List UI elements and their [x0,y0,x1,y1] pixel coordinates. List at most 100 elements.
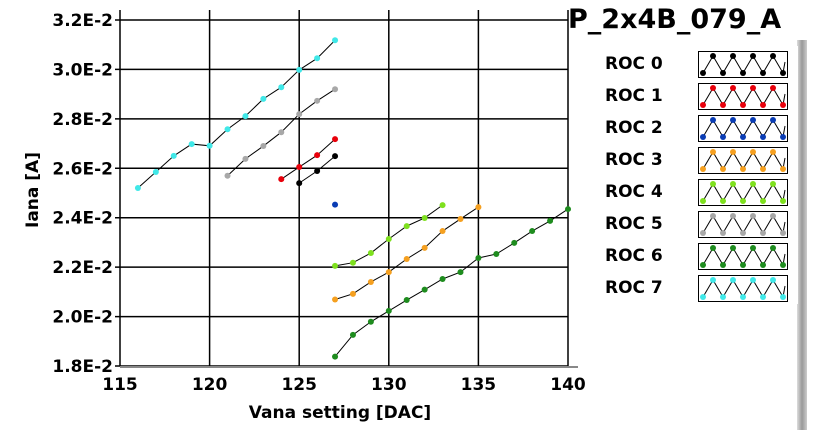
legend-label: ROC 6 [605,246,663,266]
legend-label: ROC 4 [605,182,663,202]
legend: ROC 0 ROC 1 ROC 2 ROC 3 ROC 4 ROC 5 ROC 6 ROC 7 [595,46,798,304]
x-tick-label: 135 [461,375,497,395]
series-roc-7 [134,37,339,192]
y-tick-label: 3.0E-2 [52,60,113,80]
y-tick-label: 3.2E-2 [52,11,113,31]
legend-swatch [698,179,788,206]
data-point [134,185,141,192]
data-point [493,251,500,258]
x-tick-label: 140 [550,375,586,395]
legend-item: ROC 4 [595,178,795,206]
series-roc-0 [296,153,339,187]
data-point [367,250,374,257]
x-tick-label: 130 [371,375,407,395]
data-point [403,255,410,262]
legend-swatch [698,51,788,78]
legend-swatch [698,83,788,110]
data-point [403,297,410,304]
data-point [314,168,321,175]
series-line [334,206,479,300]
data-point [296,111,303,118]
data-point [403,223,410,230]
legend-label: ROC 7 [605,278,663,298]
data-point [332,136,339,143]
data-point [206,142,213,149]
data-point [421,244,428,251]
legend-swatch [698,115,788,142]
data-point [421,286,428,293]
x-tick-label: 120 [192,375,228,395]
data-point [332,37,339,44]
data-point [367,278,374,285]
data-point [439,228,446,235]
data-point [314,152,321,159]
y-tick-label: 2.4E-2 [52,209,113,229]
legend-scrollbar [797,40,807,430]
data-point [349,259,356,266]
data-point [152,168,159,175]
data-point [547,217,554,224]
legend-item: ROC 7 [595,274,795,302]
data-point [278,176,285,183]
y-tick-label: 2.8E-2 [52,110,113,130]
series-line [281,138,336,180]
x-tick-label: 125 [281,375,317,395]
series-line [334,208,569,357]
data-point [224,126,231,133]
series-roc-4 [332,202,446,269]
y-tick-label: 2.2E-2 [52,258,113,278]
data-point [260,95,267,102]
data-point [296,164,303,171]
chart-title: P_2x4B_079_A [568,4,782,35]
data-point [349,290,356,297]
legend-swatch [698,147,788,174]
legend-label: ROC 2 [605,118,663,138]
data-point [242,155,249,162]
data-point [242,113,249,120]
legend-label: ROC 3 [605,150,663,170]
series-roc-1 [278,136,339,183]
x-axis-label: Vana setting [DAC] [249,403,431,423]
data-point [457,269,464,276]
data-point [260,143,267,150]
data-point [332,296,339,303]
data-point [439,202,446,209]
y-axis-label: Iana [A] [23,152,43,228]
data-point [421,214,428,221]
data-point [296,66,303,73]
y-tick-label: 2.0E-2 [52,308,113,328]
data-point [314,55,321,62]
data-point [170,152,177,159]
data-point [475,254,482,261]
series-line [137,39,336,189]
data-point [188,141,195,148]
legend-label: ROC 5 [605,214,663,234]
data-point [332,153,339,160]
legend-item: ROC 0 [595,50,795,78]
legend-item: ROC 1 [595,82,795,110]
data-point [565,206,571,213]
data-point [439,276,446,283]
series-roc-3 [332,204,482,303]
y-tick-label: 2.6E-2 [52,159,113,179]
legend-item: ROC 2 [595,114,795,142]
data-point [314,97,321,104]
legend-item: ROC 5 [595,210,795,238]
legend-item: ROC 3 [595,146,795,174]
legend-swatch [698,275,788,302]
data-point [385,307,392,314]
data-point [457,215,464,222]
series-roc-2 [332,201,339,208]
data-point [296,180,303,187]
data-point [278,84,285,91]
data-point [332,201,339,208]
y-tick-label: 1.8E-2 [52,357,113,377]
x-tick-label: 115 [102,375,138,395]
data-point [224,172,231,179]
data-point [385,269,392,276]
legend-item: ROC 6 [595,242,795,270]
data-point [332,353,339,360]
data-point [475,204,482,211]
legend-swatch [698,211,788,238]
